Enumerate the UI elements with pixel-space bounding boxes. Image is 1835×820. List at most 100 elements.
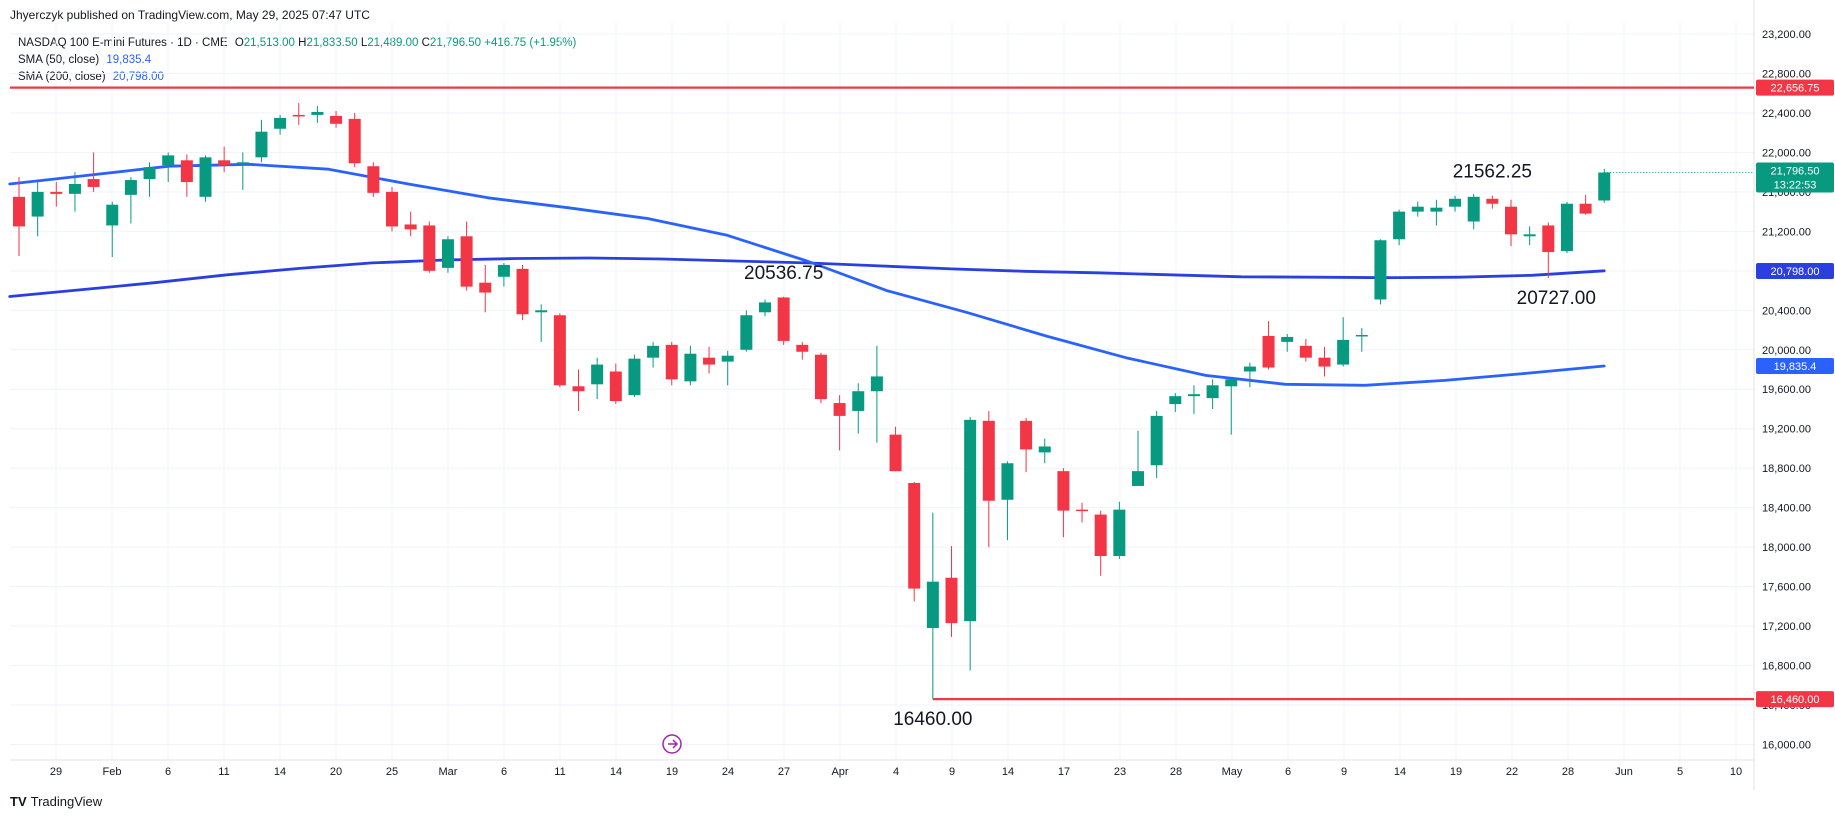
candle-body <box>833 403 846 416</box>
x-tick-label: 4 <box>893 766 899 778</box>
candle <box>1318 346 1331 377</box>
candle-body <box>1374 240 1387 300</box>
candle-body <box>814 354 827 400</box>
candle-body <box>1076 509 1089 512</box>
x-tick-label: 11 <box>218 766 229 778</box>
x-tick-label: 23 <box>1114 766 1126 778</box>
candle-body <box>1467 196 1480 222</box>
candle <box>87 152 100 192</box>
y-tick-label: 22,000.00 <box>1762 147 1811 159</box>
candle <box>945 546 958 637</box>
candle-body <box>1038 446 1051 453</box>
candle <box>311 106 324 123</box>
chart-legend: NASDAQ 100 E-mini Futures · 1D · CME O21… <box>18 35 576 86</box>
candle <box>1393 209 1406 246</box>
candle-body <box>964 419 977 622</box>
y-tick-label: 21,200.00 <box>1762 226 1811 238</box>
candle <box>1057 468 1070 538</box>
candle <box>50 182 63 207</box>
candle <box>274 114 287 135</box>
legend-symbol[interactable]: NASDAQ 100 E-mini Futures · 1D · CME <box>18 37 228 49</box>
legend-close-label: C <box>421 37 430 49</box>
x-tick-label: 14 <box>1394 766 1406 778</box>
x-tick-label: 29 <box>50 766 62 778</box>
candles <box>13 103 1611 700</box>
candle-body <box>292 114 305 117</box>
legend-low-label: L <box>360 37 368 49</box>
x-tick-label: 6 <box>1285 766 1291 778</box>
candle <box>796 341 809 360</box>
candle <box>1467 193 1480 230</box>
candle-body <box>777 297 790 341</box>
last-price-badge <box>1756 162 1834 193</box>
candle-body <box>684 353 697 382</box>
candle <box>479 264 492 313</box>
candle <box>1113 501 1126 559</box>
candle-body <box>516 268 529 315</box>
candle <box>684 345 697 386</box>
candle <box>908 482 921 602</box>
x-tick-label: 22 <box>1506 766 1518 778</box>
candle-body <box>441 239 454 268</box>
candle-body <box>1579 203 1592 214</box>
brand-name: TradingView <box>30 794 103 809</box>
candle-body <box>162 155 175 166</box>
candle <box>180 154 193 197</box>
y-tick-label: 17,600.00 <box>1762 582 1811 594</box>
candle <box>1001 461 1014 541</box>
candle-body <box>1001 463 1014 500</box>
x-tick-label: Apr <box>831 766 848 778</box>
candle <box>1411 201 1424 217</box>
x-tick-label: 17 <box>1058 766 1070 778</box>
candle <box>348 112 361 168</box>
candle <box>609 363 622 405</box>
candle-body <box>236 162 249 165</box>
candle <box>870 345 883 443</box>
candle-body <box>87 179 100 187</box>
candle <box>1076 502 1089 523</box>
candle-body <box>348 118 361 164</box>
candle-body <box>31 191 44 217</box>
price-annotation: 20727.00 <box>1517 288 1596 309</box>
candle <box>199 155 212 202</box>
x-tick-label: 14 <box>274 766 286 778</box>
candle-body <box>759 302 771 313</box>
candle-body <box>1150 415 1163 466</box>
level-badge-resistance <box>1756 79 1834 96</box>
candle <box>1598 168 1611 203</box>
candle-body <box>740 315 753 350</box>
x-tick-label: 10 <box>1730 766 1742 778</box>
legend-sma200-row[interactable]: SMA (200, close) 20,798.00 <box>18 69 576 86</box>
candle-body <box>106 204 119 226</box>
y-tick-label: 18,400.00 <box>1762 503 1811 515</box>
x-tick-label: 11 <box>554 766 565 778</box>
candle <box>665 341 678 386</box>
candle-body <box>1393 211 1406 240</box>
candle <box>31 182 44 237</box>
candle-body <box>1243 366 1256 372</box>
candle <box>1169 393 1182 412</box>
legend-sma50-row[interactable]: SMA (50, close) 19,835.4 <box>18 52 576 69</box>
candle <box>460 221 473 291</box>
candle-body <box>274 117 287 129</box>
publisher-caption: Jhyerczyk published on TradingView.com, … <box>10 8 370 22</box>
candle <box>1020 417 1033 473</box>
candle-body <box>1187 394 1200 397</box>
candle-body <box>13 196 25 227</box>
level-badge-text: 16,460.00 <box>1771 694 1820 706</box>
candle-body <box>1225 379 1238 387</box>
footer-brand[interactable]: TV TradingView <box>10 794 102 809</box>
candle-body <box>1486 198 1499 204</box>
legend-sma50-label: SMA (50, close) <box>18 54 100 66</box>
candle <box>255 119 268 163</box>
candle-body <box>1057 471 1070 511</box>
x-tick-label: 6 <box>165 766 171 778</box>
candle-body <box>1449 198 1462 207</box>
candle-body <box>553 315 566 386</box>
candle <box>386 186 398 232</box>
events-icon[interactable] <box>662 734 682 754</box>
candle-body <box>591 364 604 385</box>
candle-body <box>1542 225 1555 253</box>
candle-body <box>1169 396 1182 405</box>
